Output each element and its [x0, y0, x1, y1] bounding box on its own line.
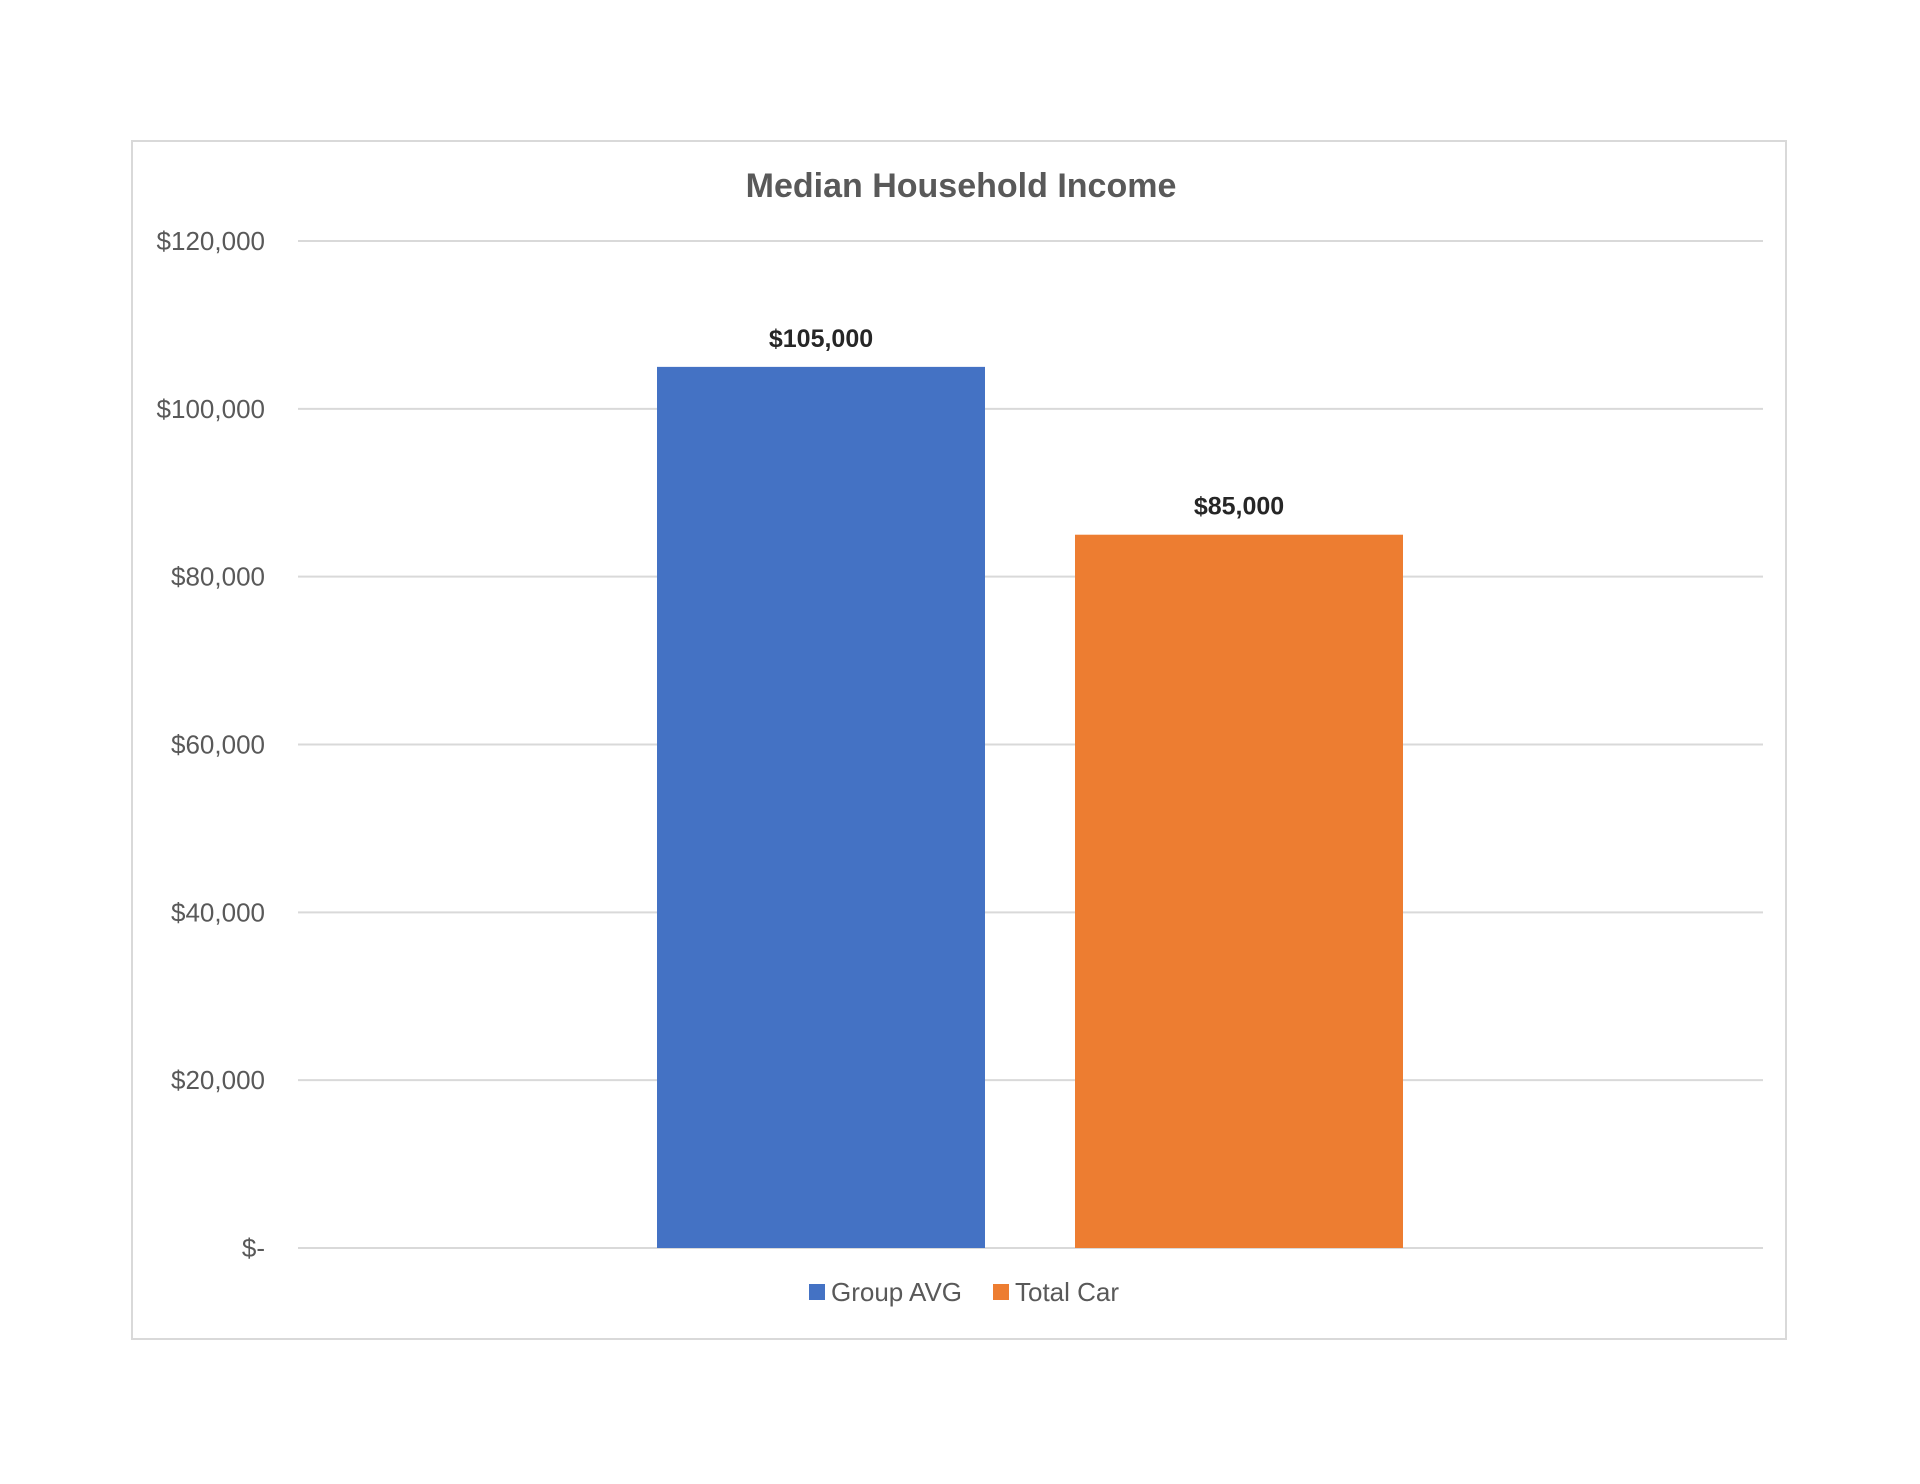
- y-axis-tick-labels: $- $20,000 $40,000 $60,000 $80,000 $100,000 $1…: [157, 226, 265, 1263]
- gridlines: [298, 240, 1763, 1249]
- data-label: $105,000: [769, 325, 873, 353]
- bar-group-avg: [657, 366, 985, 1248]
- chart-title: Median Household Income: [746, 167, 1177, 205]
- bars: [657, 366, 1403, 1248]
- chart-frame: Median Household Income $- $20,000 $40,000…: [131, 140, 1787, 1340]
- y-tick-label: $120,000: [157, 226, 265, 256]
- y-tick-label: $100,000: [157, 394, 265, 424]
- data-label: $85,000: [1194, 493, 1284, 521]
- legend-label: Total Car: [1015, 1277, 1119, 1307]
- y-tick-label: $60,000: [171, 730, 265, 760]
- legend-label: Group AVG: [831, 1277, 962, 1307]
- y-tick-label: $80,000: [171, 562, 265, 592]
- y-tick-label: $20,000: [171, 1065, 265, 1095]
- y-tick-label: $40,000: [171, 897, 265, 927]
- legend-swatch: [809, 1284, 825, 1300]
- data-labels: $105,000 $85,000: [769, 325, 1284, 521]
- chart-svg: Median Household Income $- $20,000 $40,000…: [157, 167, 1763, 1307]
- bar-total-car: [1075, 534, 1403, 1248]
- legend-swatch: [993, 1284, 1009, 1300]
- y-tick-label: $-: [242, 1233, 265, 1263]
- legend: Group AVG Total Car: [809, 1277, 1119, 1307]
